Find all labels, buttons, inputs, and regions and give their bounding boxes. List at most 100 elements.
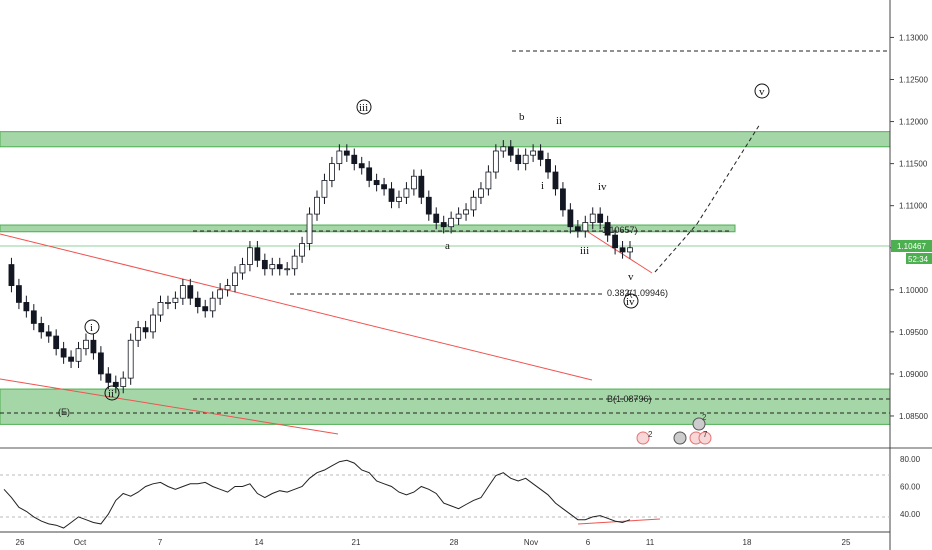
level-label: B(1.08796) bbox=[607, 394, 652, 404]
candle-body bbox=[75, 348, 82, 362]
time-axis[interactable]: 26 Oct 7 14 21 28 Nov 6 11 18 25 bbox=[16, 538, 851, 547]
candle-body bbox=[351, 154, 358, 165]
candle-body bbox=[269, 264, 276, 270]
candle-body bbox=[209, 297, 216, 312]
candle-body bbox=[179, 285, 186, 299]
osc-tick-label: 40.00 bbox=[900, 510, 921, 519]
time-tick-label: 7 bbox=[158, 538, 163, 547]
wave-labels: iii i ii b ii a i iii iv v iv c v bbox=[84, 83, 770, 401]
time-tick-label: Nov bbox=[524, 538, 538, 547]
price-tick-label: 1.12000 bbox=[899, 118, 928, 127]
candle-body bbox=[552, 171, 559, 190]
wave-circle-iv bbox=[623, 293, 639, 309]
wave-circle-i bbox=[84, 319, 100, 335]
support-resistance-zones bbox=[0, 131, 891, 425]
zone-rect bbox=[0, 224, 736, 233]
candle-body bbox=[38, 323, 45, 333]
candle-body bbox=[500, 146, 507, 152]
candle-body bbox=[522, 154, 529, 165]
wave-label: ii bbox=[556, 115, 562, 127]
trendline-1 bbox=[0, 233, 593, 381]
candle-body bbox=[306, 213, 313, 244]
candle-body bbox=[604, 222, 611, 236]
candle-body bbox=[127, 339, 134, 379]
candle-body bbox=[30, 310, 37, 324]
candle-body bbox=[336, 150, 343, 165]
candle-body bbox=[157, 302, 164, 316]
time-tick-label: 21 bbox=[352, 538, 361, 547]
wave-label: i bbox=[90, 322, 93, 334]
wave-label: a bbox=[445, 240, 450, 252]
zone-rect bbox=[0, 131, 891, 148]
candle-body bbox=[545, 159, 551, 173]
badge-count: 2 bbox=[648, 430, 653, 439]
candle-body bbox=[507, 146, 514, 156]
candle-body bbox=[23, 302, 30, 312]
candle-body bbox=[560, 188, 566, 211]
time-tick-label: 28 bbox=[450, 538, 459, 547]
trendline-2 bbox=[0, 378, 339, 435]
badge-count: 7 bbox=[703, 430, 708, 439]
candle-body bbox=[396, 196, 402, 202]
price-tick-label: 1.09000 bbox=[899, 370, 928, 379]
projection-path-2 bbox=[696, 123, 761, 225]
wave-circle-v bbox=[754, 83, 770, 99]
candle-body bbox=[53, 335, 60, 350]
candle-body bbox=[299, 243, 305, 257]
candle-body bbox=[358, 163, 365, 169]
event-badges[interactable]: 2 2 7 bbox=[636, 413, 712, 445]
candle-body bbox=[567, 209, 574, 228]
candle-body bbox=[470, 196, 477, 211]
price-tick-label: 1.09500 bbox=[899, 328, 928, 337]
candle-body bbox=[232, 272, 238, 286]
candle-body bbox=[194, 297, 201, 308]
price-tick-label: 1.08500 bbox=[899, 412, 928, 421]
time-tick-label: 26 bbox=[16, 538, 25, 547]
event-icon bbox=[673, 431, 687, 445]
candle-body bbox=[463, 209, 469, 215]
price-axis[interactable]: 1.130001.125001.120001.115001.110001.105… bbox=[890, 33, 928, 421]
time-tick-label: 6 bbox=[586, 538, 591, 547]
candle-body bbox=[418, 175, 425, 198]
candle-body bbox=[366, 167, 373, 181]
flag-icon bbox=[698, 431, 712, 445]
candle-body bbox=[142, 327, 149, 333]
candle-body bbox=[105, 373, 112, 383]
candle-body bbox=[321, 180, 328, 198]
candle-body bbox=[45, 331, 52, 337]
candle-body bbox=[224, 285, 231, 291]
oscillator-line bbox=[3, 459, 631, 529]
candle-body bbox=[261, 259, 268, 270]
oscillator-axis: 80.00 60.00 40.00 bbox=[900, 455, 921, 519]
candle-body bbox=[515, 154, 522, 165]
candle-body bbox=[291, 255, 298, 270]
candle-body bbox=[83, 339, 89, 350]
price-tick-label: 1.11500 bbox=[899, 160, 928, 169]
zone-rect bbox=[0, 388, 891, 425]
candle-body bbox=[612, 234, 618, 249]
candle-body bbox=[254, 247, 261, 261]
candle-body bbox=[388, 188, 395, 202]
time-tick-label: 14 bbox=[255, 538, 264, 547]
candle-body bbox=[403, 188, 410, 198]
projection-path-1 bbox=[654, 223, 698, 273]
price-tick-label: 1.12500 bbox=[899, 76, 928, 85]
wave-label: iii bbox=[580, 245, 589, 257]
candle-body bbox=[165, 302, 171, 304]
wave-label: v bbox=[759, 86, 765, 98]
price-badge-bg bbox=[891, 240, 932, 252]
current-price-badge: 1.10467 52:34 bbox=[891, 240, 932, 264]
wave-circle-ii bbox=[104, 385, 120, 401]
candle-body bbox=[425, 196, 432, 215]
wave-circle-iii bbox=[356, 99, 372, 115]
candle-body bbox=[455, 213, 462, 219]
trendline-3 bbox=[584, 229, 653, 274]
candle-body bbox=[284, 268, 291, 271]
time-tick-label: 11 bbox=[646, 538, 655, 547]
candle-body bbox=[97, 352, 104, 375]
osc-tick-label: 80.00 bbox=[900, 455, 921, 464]
candle-body bbox=[247, 247, 253, 265]
event-icon bbox=[692, 417, 706, 431]
wave-label: c bbox=[627, 286, 632, 298]
